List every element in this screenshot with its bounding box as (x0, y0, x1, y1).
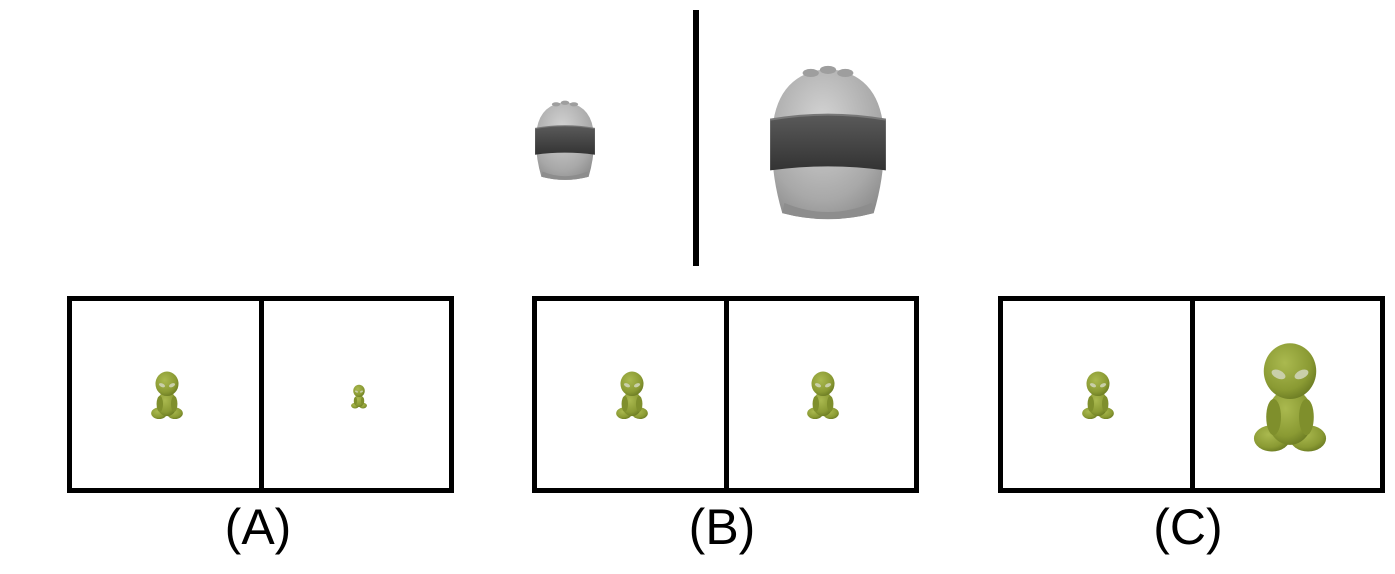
option-c-label: (C) (1153, 499, 1223, 555)
alien-right-image (1249, 337, 1331, 461)
option-a-panel (67, 296, 454, 493)
alien-left-image (614, 365, 650, 427)
option-b-label: (B) (688, 499, 756, 555)
alien-right-image (805, 365, 841, 427)
panel-divider (1190, 301, 1195, 488)
alien-right-image (350, 381, 368, 413)
option-b-panel (532, 296, 919, 493)
helmet-large-image (762, 60, 894, 224)
helmet-small-image (530, 98, 600, 182)
option-c-panel (998, 296, 1385, 493)
option-a-label: (A) (224, 499, 292, 555)
panel-divider (724, 301, 729, 488)
alien-left-image (149, 365, 185, 427)
alien-left-image (1080, 365, 1116, 427)
panel-divider (259, 301, 264, 488)
separator-line (693, 10, 699, 266)
